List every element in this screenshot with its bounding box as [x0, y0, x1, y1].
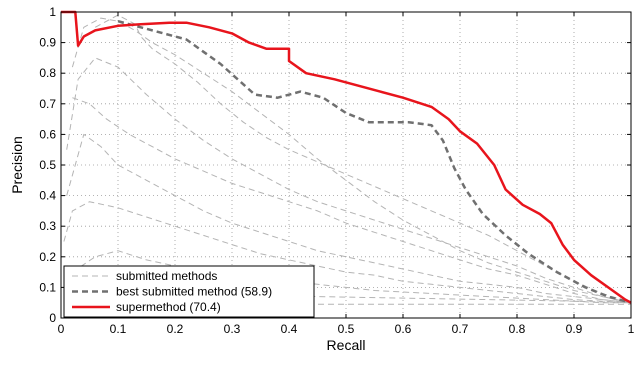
x-tick-label: 1 [628, 322, 635, 336]
series-line-0 [61, 10, 632, 304]
x-tick-label: 0.3 [224, 322, 241, 336]
series-submitted-method-line [66, 133, 632, 304]
y-tick-label: 0.3 [39, 219, 56, 233]
x-tick-label: 0.5 [338, 322, 355, 336]
x-tick-label: 0.7 [452, 322, 469, 336]
y-tick-label: 0.1 [39, 280, 56, 294]
y-tick-label: 0.8 [39, 66, 56, 80]
x-axis-label: Recall [327, 337, 366, 353]
y-tick-label: 0.9 [39, 36, 56, 50]
series-submitted-method-line [72, 250, 631, 304]
x-tick-label: 0.6 [395, 322, 412, 336]
series-submitted-method-line [71, 17, 632, 304]
y-tick-label: 0.6 [39, 127, 56, 141]
legend-items: submitted methods best submitted method (… [72, 269, 272, 314]
x-tick-label: 0.8 [509, 322, 526, 336]
y-tick-label: 0.4 [39, 189, 56, 203]
legend: submitted methods best submitted method (… [63, 265, 315, 318]
x-tick-label: 0.2 [167, 322, 184, 336]
x-tick-label: 0.4 [281, 322, 298, 336]
y-tick-label: 1 [49, 5, 56, 19]
legend-label: best submitted method (58.9) [116, 285, 272, 299]
y-tick-label: 0.2 [39, 250, 56, 264]
x-tick-label: 0.9 [566, 322, 583, 336]
axis-ticks: 0 0.1 0.2 0.3 0.4 0.5 0.6 0.7 0.8 0.9 1 0 0.1 0.2 0.3 0… [39, 5, 634, 336]
series-submitted-method-line [63, 201, 632, 304]
y-axis-label: Precision [9, 136, 25, 194]
series-submitted-method-line [72, 97, 632, 304]
x-tick-label: 0.1 [110, 322, 127, 336]
x-tick-label: 0 [58, 322, 65, 336]
y-tick-label: 0.5 [39, 158, 56, 172]
series-line-1 [117, 19, 632, 304]
y-tick-label: 0.7 [39, 97, 56, 111]
series-submitted-method-line [66, 57, 632, 304]
y-tick-label: 0 [49, 311, 56, 325]
legend-label: submitted methods [116, 269, 217, 283]
legend-label: supermethod (70.4) [116, 300, 221, 314]
